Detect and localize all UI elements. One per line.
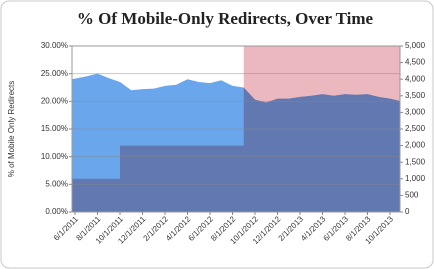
y2-tick-label: 0 [405,207,410,216]
area-series [72,73,400,212]
y-tick-label: 5.00% [45,179,68,188]
y2-tick-label: 1,500 [405,157,426,166]
y-tick-label: 10.00% [41,152,68,161]
chart-title: % Of Mobile-Only Redirects, Over Time [77,9,374,28]
y2-tick-label: 2,500 [405,124,426,133]
y-tick-label: 20.00% [41,96,68,105]
y2-tick-label: 3,500 [405,91,426,100]
y2-tick-label: 500 [405,191,419,200]
y-tick-label: 25.00% [41,69,68,78]
y2-tick-label: 2,000 [405,141,426,150]
y2-tick-label: 4,500 [405,58,426,67]
y2-tick-label: 5,000 [405,41,426,50]
y-tick-label: 0.00% [45,207,68,216]
y-tick-label: 15.00% [41,124,68,133]
y2-tick-label: 4,000 [405,74,426,83]
y2-tick-label: 3,000 [405,108,426,117]
y-axis-label: % of Mobile Only Redirects [7,81,16,177]
plot-border [71,45,401,213]
y2-tick-label: 1,000 [405,174,426,183]
y-tick-label: 30.00% [41,41,68,50]
